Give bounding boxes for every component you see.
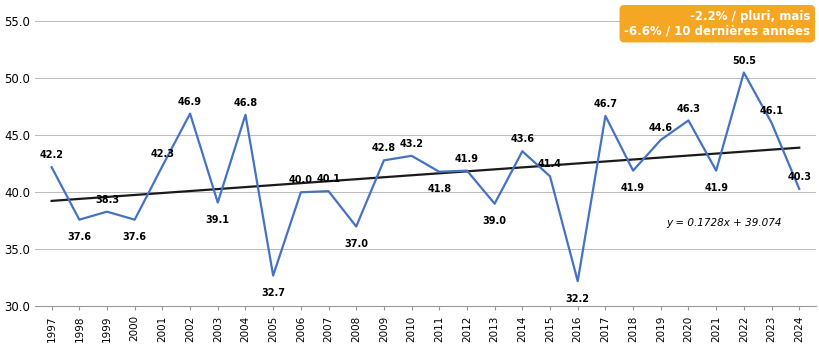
Text: 43.6: 43.6	[509, 134, 534, 144]
Text: 40.0: 40.0	[288, 175, 313, 185]
Text: 46.7: 46.7	[593, 99, 617, 109]
Text: 42.3: 42.3	[150, 149, 174, 159]
Text: 42.2: 42.2	[39, 150, 64, 160]
Text: 32.7: 32.7	[260, 288, 285, 298]
Text: 46.9: 46.9	[178, 97, 201, 107]
Text: 41.9: 41.9	[704, 183, 727, 193]
Text: 39.1: 39.1	[206, 215, 229, 225]
Text: 40.1: 40.1	[316, 174, 340, 184]
Text: 39.0: 39.0	[482, 216, 506, 226]
Text: 41.4: 41.4	[537, 160, 561, 170]
Text: 46.8: 46.8	[233, 98, 257, 108]
Text: 41.8: 41.8	[427, 184, 450, 194]
Text: 41.9: 41.9	[620, 183, 645, 193]
Text: 37.6: 37.6	[123, 232, 147, 242]
Text: 46.3: 46.3	[676, 103, 699, 113]
Text: 43.2: 43.2	[399, 139, 423, 149]
Text: 44.6: 44.6	[648, 123, 672, 133]
Text: 41.9: 41.9	[455, 154, 478, 164]
Text: 42.8: 42.8	[371, 144, 396, 153]
Text: y = 0.1728x + 39.074: y = 0.1728x + 39.074	[666, 218, 781, 228]
Text: 32.2: 32.2	[565, 294, 589, 304]
Text: 46.1: 46.1	[758, 106, 783, 116]
Text: 40.3: 40.3	[786, 172, 810, 182]
Text: -2.2% / pluri, mais
-6.6% / 10 dernières années: -2.2% / pluri, mais -6.6% / 10 dernières…	[623, 10, 809, 38]
Text: 38.3: 38.3	[95, 195, 119, 205]
Text: 50.5: 50.5	[731, 56, 755, 66]
Text: 37.0: 37.0	[344, 239, 368, 249]
Text: 37.6: 37.6	[67, 232, 91, 242]
